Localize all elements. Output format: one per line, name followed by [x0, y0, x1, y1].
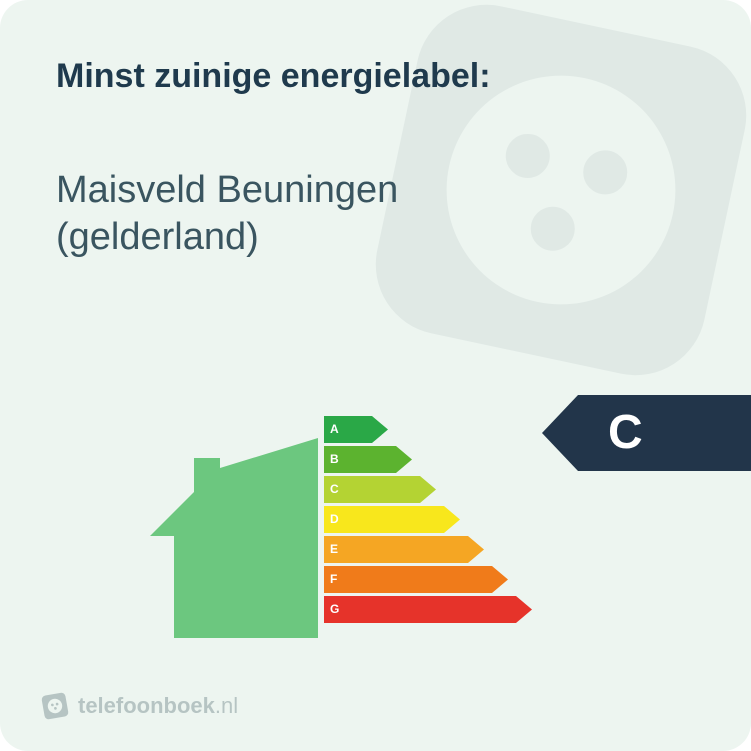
bar-label: C — [330, 476, 339, 503]
bar-arrow-shape — [324, 536, 484, 563]
content-area: Minst zuinige energielabel: Maisveld Beu… — [0, 0, 751, 262]
subtitle-line-2: (gelderland) — [56, 214, 695, 262]
bar-label: A — [330, 416, 339, 443]
bar-label: D — [330, 506, 339, 533]
bar-arrow-shape — [324, 506, 460, 533]
brand-main: telefoonboek — [78, 693, 215, 718]
house-icon — [150, 438, 318, 638]
brand-icon — [40, 691, 70, 721]
bar-label: G — [330, 596, 339, 623]
subtitle-line-1: Maisveld Beuningen — [56, 167, 695, 215]
brand-suffix: .nl — [215, 693, 238, 718]
location-subtitle: Maisveld Beuningen (gelderland) — [56, 167, 695, 262]
bar-label: F — [330, 566, 337, 593]
rating-letter: C — [608, 395, 643, 471]
page-title: Minst zuinige energielabel: — [56, 56, 695, 97]
bar-label: B — [330, 446, 339, 473]
rating-badge-shape — [542, 395, 751, 471]
bar-arrow-shape — [324, 476, 436, 503]
bar-arrow-shape — [324, 566, 508, 593]
rating-badge: C — [542, 395, 751, 471]
footer-brand: telefoonboek.nl — [40, 691, 238, 721]
brand-name: telefoonboek.nl — [78, 693, 238, 719]
bar-label: E — [330, 536, 338, 563]
energy-label-card: Minst zuinige energielabel: Maisveld Beu… — [0, 0, 751, 751]
bar-arrow-shape — [324, 596, 532, 623]
